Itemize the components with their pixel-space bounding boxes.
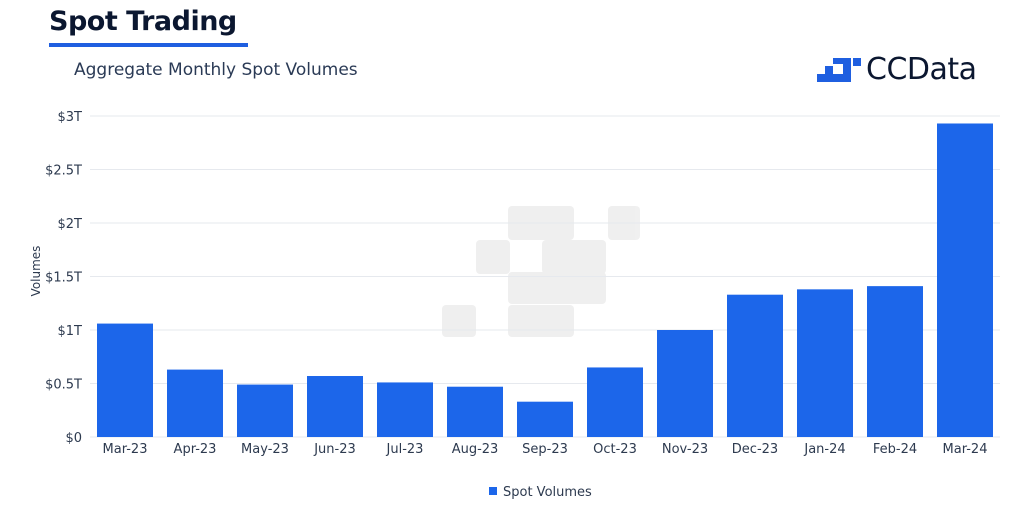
bar xyxy=(797,289,853,437)
bar xyxy=(167,369,223,437)
y-axis-label: Volumes xyxy=(29,246,43,297)
ccdata-logo-icon xyxy=(817,58,861,82)
bar xyxy=(447,386,503,437)
x-tick-label: Jan-24 xyxy=(803,442,845,457)
x-tick-label: Mar-23 xyxy=(103,442,148,457)
watermark xyxy=(442,206,640,337)
y-tick-label: $3T xyxy=(58,110,83,125)
bar xyxy=(727,294,783,437)
x-tick-label: Nov-23 xyxy=(662,442,708,457)
bar xyxy=(867,286,923,437)
bar xyxy=(97,323,153,437)
x-tick-label: Feb-24 xyxy=(873,442,917,457)
y-tick-label: $2T xyxy=(58,217,83,232)
legend: Spot Volumes xyxy=(489,485,592,500)
y-tick-label: $1.5T xyxy=(45,271,82,286)
x-tick-label: Oct-23 xyxy=(593,442,637,457)
chart-title: Aggregate Monthly Spot Volumes xyxy=(74,60,358,80)
x-tick-label: Mar-24 xyxy=(943,442,988,457)
title-underline xyxy=(49,43,248,47)
x-tick-label: Apr-23 xyxy=(174,442,217,457)
y-tick-label: $0 xyxy=(65,431,82,446)
x-tick-label: Sep-23 xyxy=(522,442,568,457)
legend-swatch xyxy=(489,487,497,495)
bar xyxy=(587,367,643,437)
bar xyxy=(517,401,573,437)
bar xyxy=(937,123,993,438)
x-tick-label: Dec-23 xyxy=(732,442,778,457)
x-tick-label: Jun-23 xyxy=(313,442,356,457)
bar xyxy=(237,384,293,437)
bar xyxy=(307,376,363,437)
page-title: Spot Trading xyxy=(49,6,237,37)
x-tick-label: Jul-23 xyxy=(386,442,424,457)
y-tick-label: $0.5T xyxy=(45,378,82,393)
bar xyxy=(657,330,713,437)
y-tick-label: $2.5T xyxy=(45,164,82,179)
legend-label: Spot Volumes xyxy=(503,485,592,500)
brand-name: CCData xyxy=(866,52,977,87)
y-tick-label: $1T xyxy=(58,324,83,339)
x-tick-label: Aug-23 xyxy=(452,442,499,457)
x-tick-label: May-23 xyxy=(241,442,289,457)
bar xyxy=(377,382,433,437)
